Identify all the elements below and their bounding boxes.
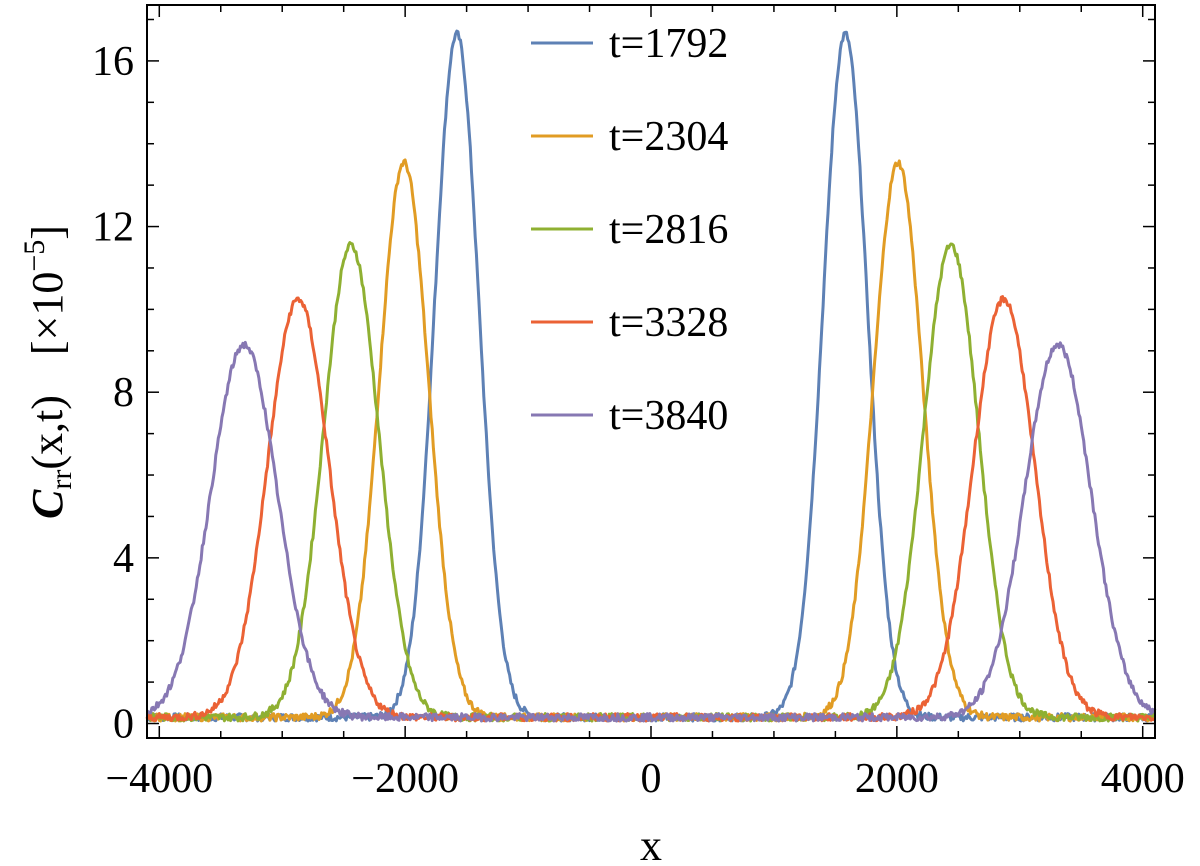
y-tick-label: 4 bbox=[113, 536, 134, 582]
legend-label: t=1792 bbox=[609, 21, 728, 67]
legend: t=1792 t=2304 t=2816 t=3328 t=3840 bbox=[531, 21, 728, 439]
x-tick-labels: −4000 −2000 0 2000 4000 bbox=[105, 756, 1184, 802]
y-axis-scale: [×10 bbox=[23, 272, 72, 355]
y-axis-args: (x,t) bbox=[23, 395, 72, 470]
series-line-t-3328 bbox=[145, 295, 1156, 723]
x-tick-label: 0 bbox=[641, 756, 662, 802]
y-tick-label: 16 bbox=[92, 39, 134, 85]
x-tick-label: 4000 bbox=[1101, 756, 1185, 802]
y-axis-title: Crr(x,t) [×10−5] bbox=[18, 225, 78, 519]
y-tick-label: 0 bbox=[113, 702, 134, 748]
y-axis-symbol: C bbox=[23, 489, 72, 519]
legend-label: t=2304 bbox=[609, 114, 728, 160]
legend-label: t=3328 bbox=[609, 300, 728, 346]
x-tick-label: −2000 bbox=[351, 756, 459, 802]
series-line-t-3840 bbox=[146, 340, 1157, 723]
legend-label: t=2816 bbox=[609, 207, 728, 253]
y-tick-label: 12 bbox=[92, 205, 134, 251]
y-axis-subscript: rr bbox=[45, 470, 78, 490]
legend-label: t=3840 bbox=[609, 393, 728, 439]
y-tick-label: 8 bbox=[113, 370, 134, 416]
axis-ticks bbox=[147, 5, 1155, 738]
x-tick-label: 2000 bbox=[855, 756, 939, 802]
y-axis-scale-exponent: −5 bbox=[18, 240, 51, 272]
x-axis-title: x bbox=[640, 821, 662, 866]
series-curves bbox=[145, 29, 1157, 723]
y-tick-labels: 0 4 8 12 16 bbox=[92, 39, 134, 748]
y-axis-scale-close: ] bbox=[23, 225, 72, 240]
x-tick-label: −4000 bbox=[105, 756, 213, 802]
